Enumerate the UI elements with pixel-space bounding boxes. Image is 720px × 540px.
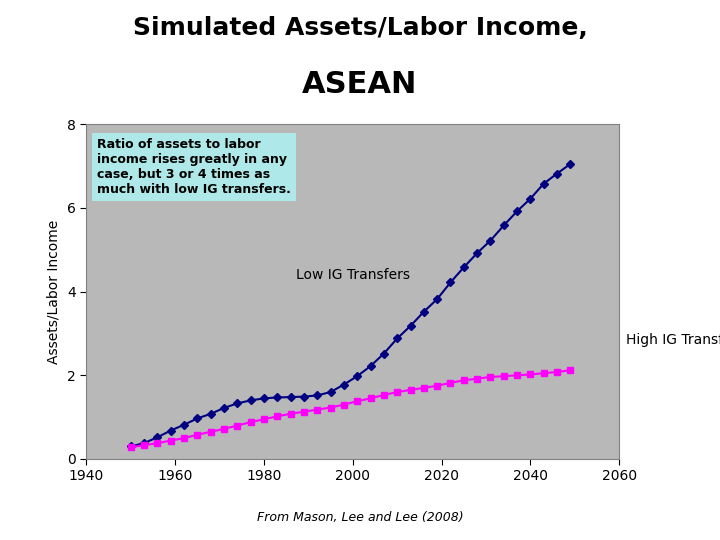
Y-axis label: Assets/Labor Income: Assets/Labor Income	[46, 219, 60, 364]
Text: High IG Transfers: High IG Transfers	[626, 333, 720, 347]
Text: Ratio of assets to labor
income rises greatly in any
case, but 3 or 4 times as
m: Ratio of assets to labor income rises gr…	[97, 138, 291, 195]
Text: Simulated Assets/Labor Income,: Simulated Assets/Labor Income,	[132, 16, 588, 40]
Text: From Mason, Lee and Lee (2008): From Mason, Lee and Lee (2008)	[257, 511, 463, 524]
Text: ASEAN: ASEAN	[302, 70, 418, 99]
Text: Low IG Transfers: Low IG Transfers	[296, 268, 410, 282]
